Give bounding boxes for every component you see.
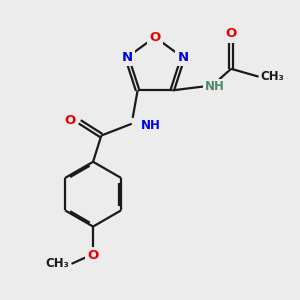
Text: O: O xyxy=(149,31,161,44)
Text: N: N xyxy=(177,51,188,64)
Text: NH: NH xyxy=(140,119,160,132)
Text: CH₃: CH₃ xyxy=(260,70,284,83)
Text: O: O xyxy=(87,249,99,262)
Text: CH₃: CH₃ xyxy=(46,257,70,270)
Text: O: O xyxy=(226,27,237,40)
Text: NH: NH xyxy=(205,80,224,93)
Text: N: N xyxy=(121,51,133,64)
Text: O: O xyxy=(64,114,76,127)
